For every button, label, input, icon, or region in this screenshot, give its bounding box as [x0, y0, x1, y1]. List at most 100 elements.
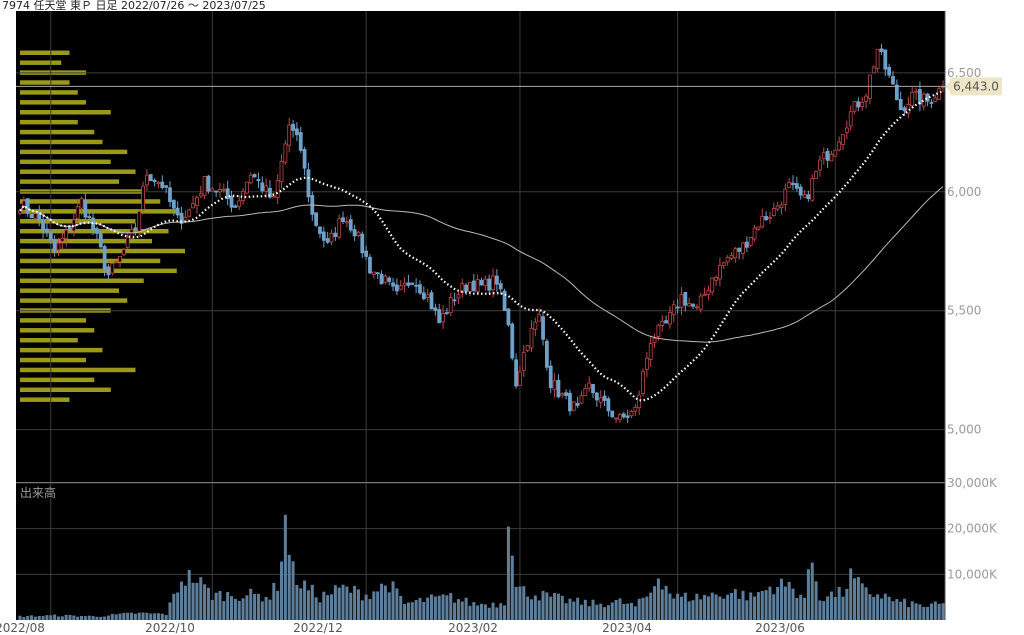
volume-profile-bar	[20, 228, 169, 234]
candle-body	[894, 84, 899, 101]
candle-body	[360, 233, 365, 254]
volume-bar	[210, 599, 214, 620]
candle-body	[91, 217, 95, 231]
candle-body	[306, 169, 311, 198]
candle-body	[479, 279, 484, 286]
volume-bar	[341, 584, 345, 620]
candle-body	[833, 149, 838, 157]
volume-bar	[99, 616, 103, 620]
volume-bar	[183, 585, 187, 620]
candle-body	[233, 205, 238, 208]
candle-body	[579, 395, 584, 404]
last-price-tag: 6,443.0	[16, 77, 1002, 96]
volume-bar	[83, 616, 87, 620]
candle-body	[448, 297, 453, 314]
volume-bars	[18, 514, 945, 620]
volume-bar	[156, 613, 160, 620]
candle-body	[687, 303, 692, 307]
candle-body	[152, 179, 157, 182]
volume-profile-bar	[20, 119, 78, 125]
candle-body	[744, 241, 749, 248]
candle-body	[529, 327, 534, 349]
candle-body	[425, 294, 430, 298]
candle-body	[110, 263, 115, 274]
candle-body	[918, 89, 922, 105]
volume-bar	[733, 589, 737, 620]
candle-body	[341, 217, 345, 223]
volume-bar	[114, 614, 118, 620]
candle-body	[133, 227, 138, 230]
volume-bar	[449, 593, 453, 620]
candle-body	[464, 284, 469, 292]
chart-title: 7974 任天堂 東Ｐ 日足 2022/07/26 〜 2023/07/25	[2, 0, 266, 12]
candle-body	[45, 228, 49, 233]
volume-profile-bar	[20, 110, 111, 115]
candle-body	[160, 181, 165, 188]
volume-bar	[710, 592, 714, 620]
candle-body	[644, 357, 649, 370]
candle-body	[329, 232, 334, 243]
volume-bar	[399, 596, 403, 620]
volume-bar	[822, 601, 826, 620]
candle-body	[298, 132, 303, 151]
volume-profile-bar	[20, 90, 78, 95]
volume-bar	[203, 584, 207, 620]
date-tick-label: 2023/04	[602, 621, 652, 635]
candle-body	[398, 285, 403, 290]
volume-tick-label: 30,000K	[947, 476, 998, 490]
volume-bar	[691, 600, 695, 620]
volume-profile-bar	[20, 80, 70, 85]
volume-bar	[76, 616, 80, 620]
volume-profile-bar	[20, 387, 111, 393]
candle-body	[860, 102, 865, 107]
candle-body	[83, 199, 88, 218]
candle-body	[98, 233, 103, 248]
volume-bar	[291, 561, 295, 620]
candle-body	[683, 291, 688, 306]
volume-bar	[729, 593, 733, 620]
candle-body	[348, 219, 353, 231]
candle-body	[806, 194, 811, 199]
volume-bar	[541, 590, 545, 620]
volume-bar	[314, 597, 318, 620]
volume-bar	[453, 602, 457, 620]
candle-body	[521, 352, 526, 371]
candle-body	[95, 228, 99, 234]
candle-body	[883, 49, 888, 70]
volume-profile-bar	[20, 258, 161, 264]
volume-bar	[433, 596, 437, 620]
date-axis: 2022/08 2022/10 2022/12 2023/02 2023/04 2023/…	[0, 621, 805, 635]
volume-bar	[699, 599, 703, 620]
candle-body	[60, 237, 65, 242]
candle-body	[587, 382, 592, 389]
candle-body	[437, 309, 442, 324]
volume-bar	[180, 581, 184, 620]
candle-body	[668, 312, 672, 325]
volume-bar	[926, 606, 930, 620]
volume-bar	[322, 591, 326, 620]
volume-bar	[933, 601, 937, 620]
volume-bar	[422, 601, 426, 620]
candle-body	[852, 101, 857, 112]
candle-body	[537, 314, 542, 322]
last-price-label: 6,443.0	[953, 79, 999, 93]
volume-profile-bar	[20, 50, 70, 56]
candle-body	[864, 95, 868, 102]
candle-body	[721, 262, 726, 266]
volume-profile-bar	[20, 129, 95, 135]
candle-body	[114, 260, 119, 263]
candle-body	[671, 304, 676, 316]
candle-body	[214, 190, 219, 193]
volume-bar	[233, 598, 237, 620]
candle-body	[452, 299, 457, 302]
volume-bar	[622, 603, 626, 620]
candle-body	[664, 320, 668, 324]
volume-bar	[349, 592, 353, 620]
volume-bar	[941, 603, 945, 620]
volume-bar	[664, 585, 668, 620]
candle-body	[291, 123, 295, 131]
volume-bar	[160, 613, 164, 620]
volume-bar	[568, 598, 572, 620]
volume-profile-bar	[20, 278, 144, 283]
